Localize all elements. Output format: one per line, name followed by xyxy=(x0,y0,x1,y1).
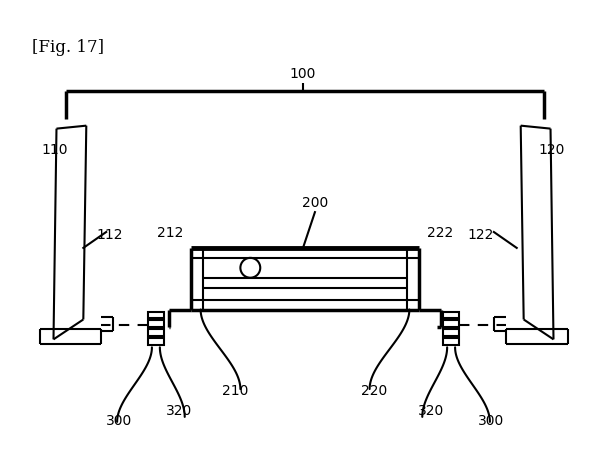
Bar xyxy=(148,321,164,328)
Bar xyxy=(443,329,459,336)
Text: 112: 112 xyxy=(97,228,123,242)
Text: 300: 300 xyxy=(478,414,504,428)
Bar xyxy=(443,338,459,345)
Bar xyxy=(443,312,459,318)
Text: 300: 300 xyxy=(106,414,132,428)
Bar xyxy=(148,338,164,345)
Text: 120: 120 xyxy=(538,143,565,157)
Text: 320: 320 xyxy=(166,404,192,418)
Text: 320: 320 xyxy=(418,404,444,418)
Text: 222: 222 xyxy=(427,226,453,240)
Text: 200: 200 xyxy=(302,196,328,210)
Text: 212: 212 xyxy=(157,226,184,240)
Text: 100: 100 xyxy=(290,67,316,81)
Bar xyxy=(443,321,459,328)
Bar xyxy=(148,312,164,318)
Text: 210: 210 xyxy=(222,384,249,398)
Text: 110: 110 xyxy=(41,143,68,157)
Text: 122: 122 xyxy=(467,228,494,242)
Text: [Fig. 17]: [Fig. 17] xyxy=(32,39,104,56)
Bar xyxy=(148,329,164,336)
Text: 220: 220 xyxy=(361,384,388,398)
